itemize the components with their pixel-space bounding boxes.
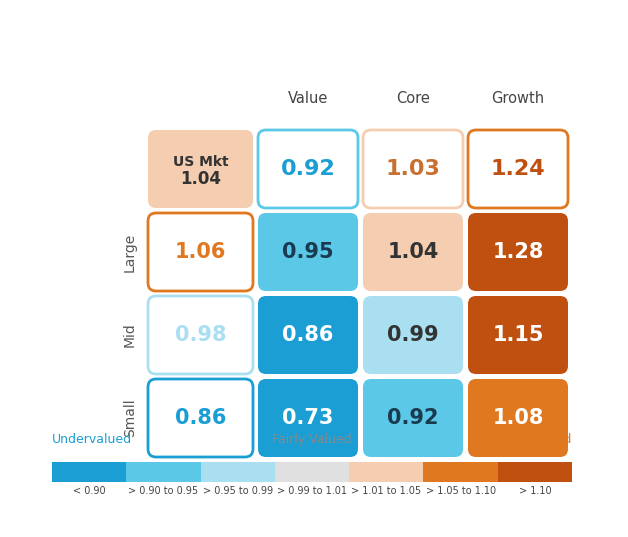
Text: 0.92: 0.92 [281,159,335,179]
Bar [200,462,275,482]
Text: 1.06: 1.06 [175,242,226,262]
FancyBboxPatch shape [258,296,358,374]
FancyBboxPatch shape [363,379,463,457]
FancyBboxPatch shape [468,213,568,291]
Text: > 0.95 to 0.99: > 0.95 to 0.99 [203,486,273,496]
Text: 0.99: 0.99 [387,325,439,345]
Text: Fairly Valued: Fairly Valued [272,433,352,446]
FancyBboxPatch shape [258,379,358,457]
Text: 0.86: 0.86 [175,408,226,428]
Bar [349,462,423,482]
Bar [52,462,126,482]
Text: 1.24: 1.24 [490,159,545,179]
Text: 1.15: 1.15 [492,325,544,345]
Text: 1.04: 1.04 [387,242,439,262]
FancyBboxPatch shape [363,130,463,208]
FancyBboxPatch shape [363,296,463,374]
Text: 0.95: 0.95 [282,242,334,262]
Text: Overvalued: Overvalued [500,433,572,446]
Text: 1.28: 1.28 [492,242,544,262]
Text: 1.03: 1.03 [386,159,440,179]
Text: > 1.01 to 1.05: > 1.01 to 1.05 [351,486,421,496]
Text: > 1.10: > 1.10 [519,486,551,496]
FancyBboxPatch shape [468,296,568,374]
FancyBboxPatch shape [258,130,358,208]
FancyBboxPatch shape [148,379,253,457]
Text: > 0.99 to 1.01: > 0.99 to 1.01 [277,486,347,496]
Text: 0.73: 0.73 [283,408,333,428]
Text: 1.04: 1.04 [180,170,221,188]
Text: 0.92: 0.92 [387,408,439,428]
Bar [126,462,200,482]
FancyBboxPatch shape [363,213,463,291]
FancyBboxPatch shape [148,213,253,291]
Text: Mid: Mid [123,323,137,347]
Text: US Mkt: US Mkt [173,155,229,169]
Text: 0.98: 0.98 [175,325,226,345]
Text: Core: Core [396,91,430,106]
FancyBboxPatch shape [148,130,253,208]
Text: 0.86: 0.86 [283,325,333,345]
Text: Small: Small [123,398,137,437]
Text: > 1.05 to 1.10: > 1.05 to 1.10 [426,486,495,496]
Text: Undervalued: Undervalued [52,433,132,446]
Bar [423,462,498,482]
Text: Growth: Growth [492,91,544,106]
Text: > 0.90 to 0.95: > 0.90 to 0.95 [128,486,198,496]
FancyBboxPatch shape [148,296,253,374]
Text: 1.08: 1.08 [492,408,544,428]
Bar [275,462,349,482]
FancyBboxPatch shape [258,213,358,291]
Text: Large: Large [123,233,137,272]
Text: Value: Value [288,91,328,106]
FancyBboxPatch shape [468,379,568,457]
Bar [498,462,572,482]
FancyBboxPatch shape [468,130,568,208]
Text: < 0.90: < 0.90 [73,486,106,496]
